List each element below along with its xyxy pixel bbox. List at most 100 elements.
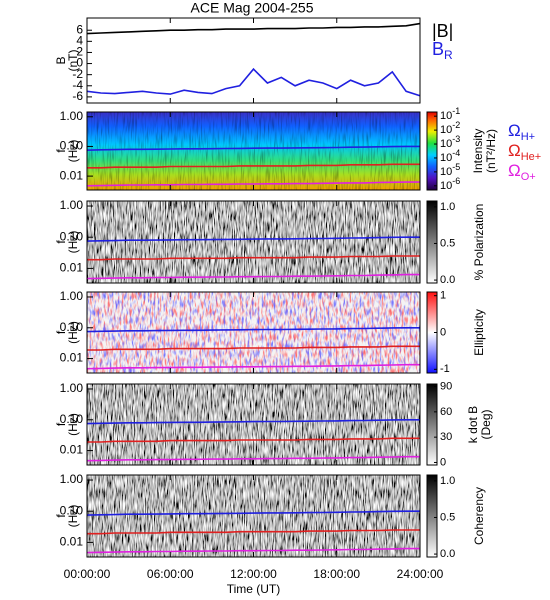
colorbar-tick-label: 0.0 bbox=[440, 548, 455, 560]
y-axis-label: f bbox=[54, 422, 68, 426]
colorbar-tick-label: 10-3 bbox=[440, 134, 460, 150]
y-tick-label: 0.01 bbox=[60, 261, 84, 275]
colorbar-tick-base: 10 bbox=[440, 138, 452, 150]
colorbar-tick-label: 1.0 bbox=[440, 475, 455, 487]
legend-subscript: O+ bbox=[521, 171, 536, 183]
legend-entry: ΩHe+ bbox=[508, 141, 541, 162]
y-tick-label: -6 bbox=[72, 89, 83, 103]
y-tick-label: 1.00 bbox=[60, 289, 84, 303]
spectrogram-texture bbox=[87, 112, 420, 190]
x-tick-label: 24:00:00 bbox=[397, 567, 444, 581]
y-tick-label: 1.00 bbox=[60, 198, 84, 212]
y-axis-label: B bbox=[54, 56, 68, 64]
gyrofrequency-line bbox=[86, 327, 420, 333]
y-tick-label: 1.00 bbox=[60, 381, 84, 395]
colorbar-tick-label: -1 bbox=[440, 363, 450, 375]
colorbar-tick-label: 90 bbox=[440, 380, 452, 392]
y-tick-label: 0.01 bbox=[60, 443, 84, 457]
colorbar bbox=[426, 200, 438, 284]
y-tick-label: 6 bbox=[76, 22, 83, 36]
y-axis-label: f bbox=[54, 514, 68, 518]
gyrofrequency-line bbox=[86, 273, 420, 280]
colorbar-tick-base: 10 bbox=[440, 180, 452, 192]
x-tick-label: 12:00:00 bbox=[230, 567, 277, 581]
colorbar-tick-base: 10 bbox=[440, 124, 452, 136]
legend-subscript: H+ bbox=[521, 131, 535, 143]
gyrofrequency-line bbox=[87, 345, 420, 351]
gyrofrequency-line bbox=[86, 181, 420, 187]
colorbar-label: % Polarization bbox=[472, 204, 486, 281]
gyrofrequency-line bbox=[86, 236, 420, 242]
colorbar-tick-label: 10-4 bbox=[440, 148, 460, 164]
y-tick-label: 0.10 bbox=[60, 320, 84, 334]
y-tick-label: -4 bbox=[72, 78, 83, 92]
gyrofrequency-line bbox=[86, 547, 420, 554]
legend-subscript: He+ bbox=[521, 151, 542, 163]
spectrogram-image bbox=[87, 384, 420, 465]
colorbar bbox=[426, 474, 438, 558]
y-tick-label: 0.10 bbox=[60, 412, 84, 426]
y-axis-label: f bbox=[54, 149, 68, 153]
y-tick-label: 0 bbox=[76, 56, 83, 70]
gyrofrequency-line bbox=[87, 437, 420, 443]
y-tick-label: 4 bbox=[76, 34, 83, 48]
chart-title: ACE Mag 2004-255 bbox=[191, 0, 314, 16]
gyrofrequency-line bbox=[86, 510, 420, 516]
y-tick-label: 1.00 bbox=[60, 109, 84, 123]
plot-frame bbox=[86, 291, 421, 374]
colorbar-tick-base: 10 bbox=[440, 166, 452, 178]
legend-subscript: R bbox=[444, 48, 453, 62]
colorbar-tick-label: 10-1 bbox=[440, 107, 460, 123]
colorbar bbox=[426, 383, 438, 466]
colorbar-tick-label: 1 bbox=[440, 290, 446, 302]
legend-entry: ΩO+ bbox=[508, 161, 536, 182]
colorbar-tick-label: 1.0 bbox=[440, 201, 455, 213]
y-axis-label: f bbox=[54, 240, 68, 244]
colorbar-label: (nT²/Hz) bbox=[484, 129, 498, 173]
spectrogram-image bbox=[87, 201, 420, 283]
data-line bbox=[86, 67, 421, 97]
y-axis-label: (Hz) bbox=[66, 140, 80, 163]
gyrofrequency-line bbox=[87, 529, 420, 535]
colorbar-tick-exponent: -3 bbox=[452, 134, 460, 144]
y-tick-label: 1.00 bbox=[60, 472, 84, 486]
x-tick-label: 00:00:00 bbox=[64, 567, 111, 581]
legend-name: Ω bbox=[508, 161, 521, 180]
y-tick-label: 2 bbox=[76, 45, 83, 59]
legend-name: B bbox=[432, 39, 444, 59]
colorbar-tick-label: 0.5 bbox=[440, 237, 455, 249]
colorbar-tick-exponent: -4 bbox=[452, 148, 460, 158]
x-axis-label: Time (UT) bbox=[227, 582, 281, 596]
colorbar-tick-exponent: -2 bbox=[452, 120, 460, 130]
plot-frame bbox=[86, 111, 421, 191]
y-tick-label: 0.10 bbox=[60, 229, 84, 243]
colorbar-tick-exponent: -6 bbox=[452, 176, 460, 186]
legend-name: Ω bbox=[508, 121, 521, 140]
colorbar bbox=[426, 111, 438, 191]
colorbar-tick-label: 0.5 bbox=[440, 511, 455, 523]
spectrogram-texture bbox=[87, 292, 420, 373]
y-tick-label: 0.10 bbox=[60, 139, 84, 153]
y-axis-label: (Hz) bbox=[66, 505, 80, 528]
y-axis-label: (Hz) bbox=[66, 321, 80, 344]
legend-name: Ω bbox=[508, 141, 521, 160]
y-axis-label: (Hz) bbox=[66, 231, 80, 254]
y-tick-label: 0.10 bbox=[60, 503, 84, 517]
legend-entry: BR bbox=[432, 39, 453, 62]
colorbar-tick-base: 10 bbox=[440, 110, 452, 122]
colorbar-tick-label: 10-6 bbox=[440, 176, 460, 192]
y-tick-label: -2 bbox=[72, 67, 83, 81]
y-axis-label: f bbox=[54, 330, 68, 334]
colorbar-tick-base: 10 bbox=[440, 152, 452, 164]
gyrofrequency-line bbox=[86, 419, 420, 425]
colorbar-label: Intensity bbox=[471, 129, 485, 174]
x-tick-label: 18:00:00 bbox=[313, 567, 360, 581]
plot-frame bbox=[86, 383, 421, 466]
colorbar-label: Coherency bbox=[472, 487, 486, 545]
colorbar-tick-label: 60 bbox=[440, 406, 452, 418]
spectrogram-image bbox=[87, 475, 420, 557]
gyrofrequency-line bbox=[86, 455, 420, 462]
colorbar-tick-label: 30 bbox=[440, 431, 452, 443]
plot-frame bbox=[86, 474, 421, 558]
